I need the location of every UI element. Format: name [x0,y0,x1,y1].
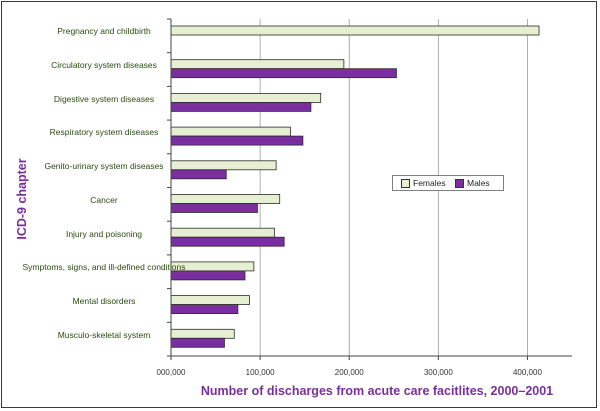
bar-females-2 [170,93,322,103]
x-tick-label: 400,000 [512,368,542,377]
bar-males-1 [170,68,397,79]
x-tick-label: 300,000 [423,368,453,377]
legend-item-females: Females [401,178,446,189]
x-tick-label: 100,000 [245,368,275,377]
x-axis-title: Number of discharges from acute care fac… [200,384,554,398]
legend-label-females: Females [413,178,446,188]
category-label: Musculo-skeletal system [57,329,151,340]
category-label: Genito-urinary system diseases [44,161,164,172]
category-label: Cancer [90,194,118,205]
category-label: Circulatory system diseases [51,60,157,71]
x-tick-label: 200,000 [334,368,364,377]
legend-item-males: Males [455,178,490,189]
x-tick-label: 000,000 [156,368,186,377]
legend-label-males: Males [467,178,490,188]
category-label: Symptoms, signs, and ill-defined conditi… [22,262,186,273]
category-label: Mental disorders [72,295,136,306]
category-label: Injury and poisoning [65,228,143,239]
bar-females-0 [170,25,540,36]
legend-swatch-females [401,179,410,189]
category-label: Digestive system diseases [53,93,155,104]
legend: Females Males [392,175,504,191]
category-label: Respiratory system diseases [49,127,159,138]
bar-females-1 [170,59,345,70]
category-label: Pregnancy and childbirth [57,26,151,37]
legend-swatch-males [455,179,464,189]
y-axis-title: ICD-9 chapter [15,158,29,240]
